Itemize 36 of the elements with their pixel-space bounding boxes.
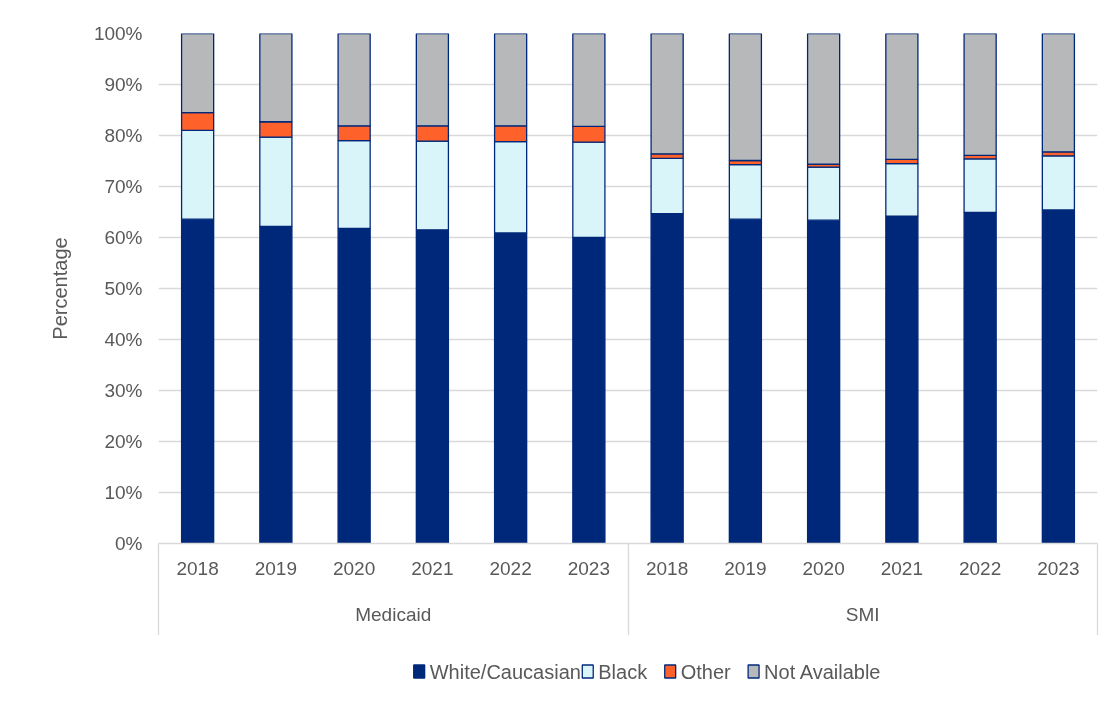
y-tick-label: 50% — [104, 278, 143, 299]
bar — [885, 33, 919, 161]
x-tick-label: 2021 — [880, 557, 924, 579]
y-tick-label: 40% — [104, 329, 143, 350]
legend-label: Black — [598, 660, 649, 683]
x-tick-label: 2019 — [724, 557, 767, 579]
x-tick-label: 2020 — [802, 557, 845, 579]
y-tick-label: 20% — [104, 431, 143, 452]
legend-label: Not Available — [764, 660, 881, 683]
bar — [728, 33, 763, 162]
y-tick-label: 80% — [104, 125, 143, 146]
x-tick-label: 2022 — [489, 557, 532, 579]
x-tick-label: 2023 — [567, 557, 611, 579]
bar — [806, 33, 841, 165]
text: Medicaid — [355, 603, 432, 625]
y-tick-label: 60% — [104, 227, 143, 248]
y-tick-label: 70% — [104, 176, 143, 197]
x-tick-label: 2018 — [645, 557, 689, 579]
y-axis-title: Percentage — [48, 237, 71, 340]
x-tick-label: 2019 — [254, 557, 298, 579]
bar — [963, 33, 997, 157]
x-tick-label: 2021 — [411, 557, 454, 579]
x-tick-label: 2018 — [176, 557, 219, 579]
legend-label: Other — [680, 660, 732, 683]
bar — [650, 33, 684, 155]
text: SMI — [845, 603, 880, 625]
y-tick-label: 100% — [93, 23, 143, 44]
y-tick-label: 30% — [104, 380, 143, 401]
y-tick-label: 10% — [104, 482, 143, 503]
legend-label: White/Caucasian — [429, 660, 581, 683]
bar — [1041, 33, 1076, 153]
x-tick-label: 2023 — [1037, 557, 1080, 579]
x-tick-label: 2020 — [332, 557, 376, 579]
y-tick-label: 90% — [104, 74, 143, 95]
y-tick-label: 0% — [115, 533, 143, 554]
x-tick-label: 2022 — [958, 557, 1002, 579]
